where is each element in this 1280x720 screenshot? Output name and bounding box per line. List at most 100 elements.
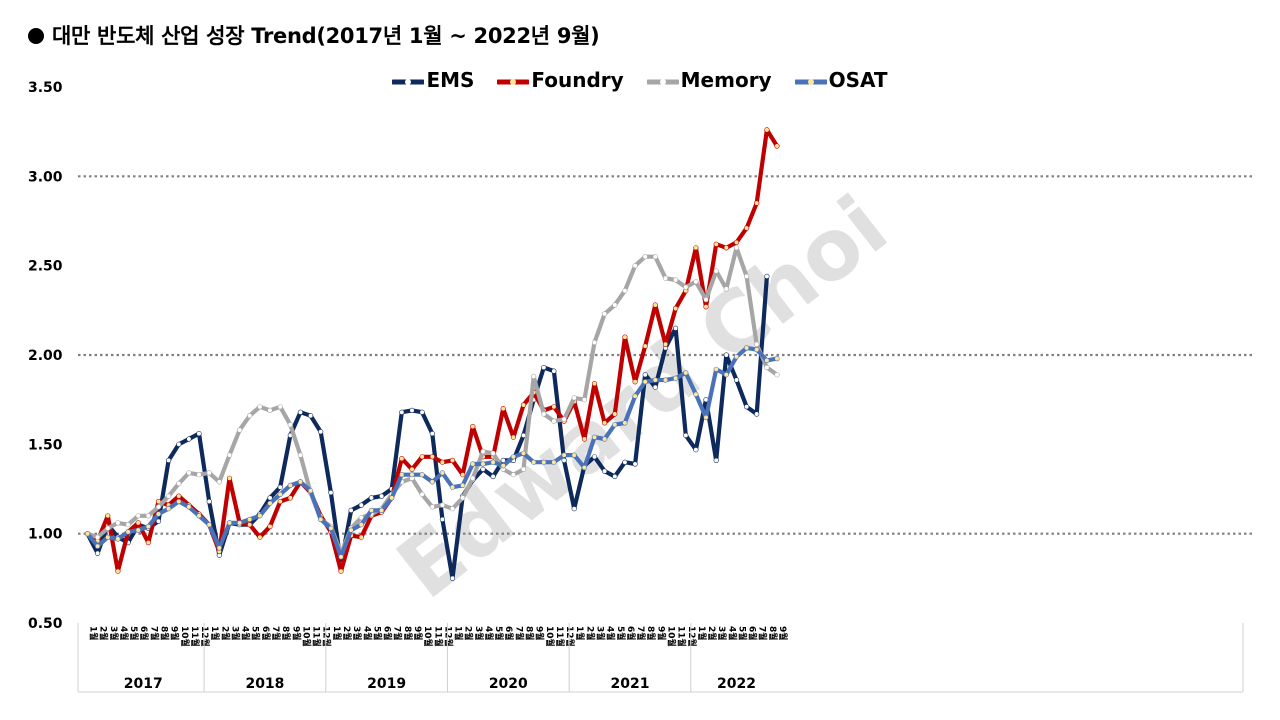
point-foundry [622, 334, 628, 340]
point-osat [561, 452, 567, 458]
point-memory [186, 470, 192, 476]
x-month-label: 11월 [311, 626, 323, 647]
point-memory [693, 279, 699, 285]
point-ems [693, 447, 699, 453]
point-osat [277, 491, 283, 498]
point-memory [277, 404, 283, 410]
point-memory [571, 395, 577, 401]
x-month-label: 11월 [432, 626, 444, 647]
point-ems [318, 429, 324, 435]
point-osat [135, 527, 141, 533]
point-memory [531, 373, 537, 380]
point-memory [460, 495, 466, 501]
point-memory [216, 479, 222, 485]
point-osat [409, 472, 415, 478]
point-memory [94, 534, 101, 540]
point-osat [693, 391, 699, 397]
legend-swatch-osat [793, 78, 829, 85]
point-osat [612, 422, 618, 428]
point-ems [439, 516, 446, 523]
point-memory [135, 513, 141, 519]
x-month-label: 12월 [564, 626, 576, 647]
point-foundry [551, 404, 557, 410]
point-foundry [267, 523, 273, 530]
point-osat [125, 529, 131, 535]
point-memory [764, 364, 770, 371]
x-month-label: 12월 [199, 626, 211, 647]
point-osat [480, 461, 486, 467]
x-month-label: 5월 [615, 626, 627, 641]
point-osat [84, 531, 91, 537]
x-month-label: 11월 [676, 626, 688, 647]
point-foundry [176, 493, 182, 499]
point-memory [652, 254, 658, 260]
point-osat [368, 507, 375, 514]
x-month-label: 5월 [493, 626, 505, 641]
x-month-label: 6월 [625, 626, 637, 641]
point-memory [743, 273, 750, 280]
point-ems [176, 441, 182, 447]
point-osat [358, 522, 364, 528]
point-osat [541, 459, 547, 465]
point-memory [774, 372, 780, 378]
x-month-label: 8월 [524, 626, 536, 641]
x-month-label: 2월 [219, 626, 231, 641]
point-memory [196, 472, 202, 478]
point-ems [348, 507, 354, 514]
point-memory [105, 525, 111, 531]
x-year-label: 2017 [124, 676, 163, 692]
point-osat [683, 370, 689, 376]
point-osat [439, 470, 446, 476]
x-month-label: 12월 [321, 626, 333, 647]
x-month-label: 6월 [503, 626, 515, 641]
y-tick-label: 3.50 [28, 80, 63, 96]
point-ems [612, 473, 618, 480]
point-foundry [703, 304, 709, 310]
point-osat [581, 465, 588, 471]
point-memory [267, 407, 273, 414]
x-month-label: 9월 [777, 626, 789, 641]
point-osat [216, 545, 222, 551]
x-month-label: 8월 [402, 626, 414, 641]
x-month-label: 9월 [534, 626, 546, 641]
point-memory [226, 452, 233, 458]
point-osat [419, 472, 425, 478]
point-osat [490, 459, 496, 465]
x-month-label: 3월 [473, 626, 485, 641]
y-axis-ticks: 3.50 3.00 2.50 2.00 1.50 1.00 0.50 [28, 80, 63, 632]
x-month-label: 7월 [270, 626, 282, 641]
legend-item-osat: OSAT [793, 68, 888, 92]
point-memory [581, 397, 588, 403]
point-foundry [612, 411, 618, 417]
point-memory [713, 268, 719, 274]
point-osat [764, 357, 770, 364]
x-month-label: 1월 [209, 626, 221, 641]
point-osat [308, 488, 314, 494]
point-foundry [257, 534, 263, 540]
point-osat [338, 554, 344, 560]
point-osat [267, 500, 273, 506]
point-ems [733, 377, 740, 383]
point-memory [449, 506, 456, 512]
point-foundry [338, 568, 344, 574]
point-ems [601, 468, 608, 474]
point-ems [642, 372, 648, 378]
x-month-label: 11월 [554, 626, 566, 647]
legend-label-osat: OSAT [828, 68, 888, 92]
point-foundry [409, 466, 415, 472]
x-year-label: 2021 [611, 676, 650, 692]
x-month-label: 7월 [148, 626, 160, 641]
point-memory [754, 341, 760, 347]
point-memory [470, 475, 476, 481]
x-month-label: 9월 [169, 626, 181, 641]
point-ems [419, 409, 425, 415]
x-month-label: 9월 [655, 626, 667, 641]
point-foundry [520, 402, 527, 408]
x-month-label: 2월 [463, 626, 475, 641]
point-osat [510, 454, 517, 460]
point-osat [105, 534, 111, 540]
point-foundry [419, 454, 425, 460]
point-osat [662, 377, 669, 383]
point-osat [348, 527, 354, 533]
legend: EMS Foundry Memory OSAT [0, 68, 1280, 92]
